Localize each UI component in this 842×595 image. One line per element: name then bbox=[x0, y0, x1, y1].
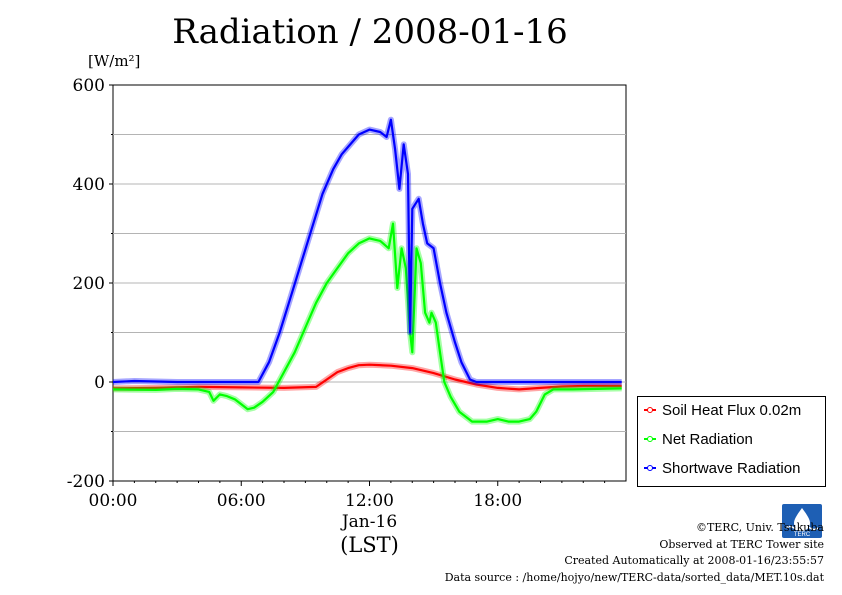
credit-site: Observed at TERC Tower site bbox=[659, 537, 824, 551]
y-tick-label: -200 bbox=[67, 472, 105, 492]
y-tick-label: 400 bbox=[73, 175, 105, 195]
legend-swatch-green bbox=[644, 436, 656, 442]
series-line-soil-heat-flux-0-02m bbox=[112, 363, 622, 391]
series-halo-soil-heat-flux-0-02m bbox=[112, 361, 622, 393]
y-tick-label: 200 bbox=[73, 274, 105, 294]
x-tick-label: 00:00 bbox=[89, 491, 138, 511]
y-tick-label: 0 bbox=[94, 373, 105, 393]
legend: Soil Heat Flux 0.02m Net Radiation Short… bbox=[637, 396, 826, 487]
chart-title: Radiation / 2008-01-16 bbox=[172, 12, 568, 52]
legend-label: Net Radiation bbox=[662, 430, 753, 448]
legend-item-net-radiation: Net Radiation bbox=[644, 430, 753, 448]
series-line-net-radiation bbox=[112, 222, 622, 423]
y-axis-unit: [W/m²] bbox=[88, 52, 141, 70]
legend-label: Shortwave Radiation bbox=[662, 459, 801, 477]
x-tick-label: 18:00 bbox=[473, 491, 522, 511]
legend-item-shortwave-radiation: Shortwave Radiation bbox=[644, 459, 800, 477]
x-axis-label: (LST) bbox=[340, 533, 399, 557]
legend-swatch-blue bbox=[644, 465, 656, 471]
credits: ©TERC, Univ. Tsukuba Observed at TERC To… bbox=[445, 520, 824, 586]
credit-copyright: ©TERC, Univ. Tsukuba bbox=[695, 521, 824, 534]
series-halo-shortwave-radiation bbox=[112, 116, 622, 385]
x-tick-label: 12:00 bbox=[345, 491, 394, 511]
x-date-label: Jan-16 bbox=[340, 512, 397, 532]
credit-created: Created Automatically at 2008-01-16/23:5… bbox=[564, 554, 824, 567]
credit-source: Data source : /home/hojyo/new/TERC-data/… bbox=[444, 570, 824, 584]
terc-logo-icon: TERC bbox=[782, 504, 822, 538]
series-halo-net-radiation bbox=[112, 220, 622, 425]
x-tick-label: 06:00 bbox=[217, 491, 266, 511]
legend-item-soil-heat-flux: Soil Heat Flux 0.02m bbox=[644, 401, 801, 419]
series-line-shortwave-radiation bbox=[112, 118, 622, 384]
axes: -200 0 200 400 600 00:00 06:00 12:00 18:00 Jan-16… bbox=[67, 76, 606, 557]
svg-text:TERC: TERC bbox=[794, 532, 811, 538]
y-tick-label: 600 bbox=[73, 76, 105, 96]
series-lines bbox=[112, 116, 622, 425]
legend-swatch-red bbox=[644, 407, 656, 413]
legend-label: Soil Heat Flux 0.02m bbox=[662, 401, 802, 419]
